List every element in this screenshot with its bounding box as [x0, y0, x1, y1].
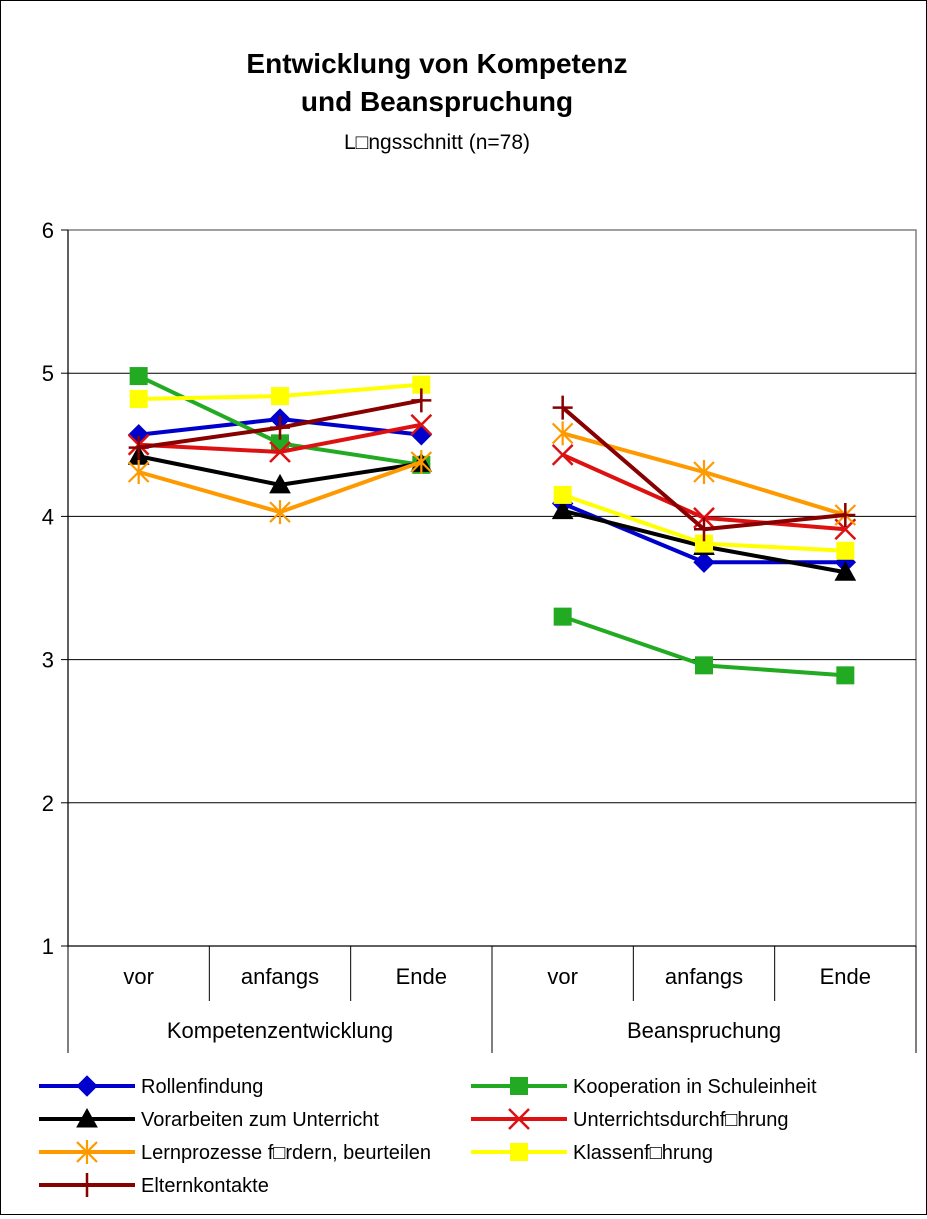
y-tick-label: 3: [42, 648, 54, 673]
legend-item: Lernprozesse f□rdern, beurteilen: [39, 1140, 431, 1164]
x-axis: vor anfangs Ende vor anfangs Ende Kompetenzent…: [67, 945, 917, 1053]
square-marker: [129, 367, 148, 386]
triangle-marker: [551, 499, 574, 520]
series-layer: [127, 367, 857, 685]
square-marker: [695, 656, 713, 675]
x-group-label: Kompetenzentwicklung: [167, 1018, 393, 1043]
triangle-marker: [269, 473, 291, 494]
x-category-label: Ende: [820, 964, 871, 989]
legend-label: Rollenfindung: [141, 1076, 263, 1098]
plot-area: [67, 229, 917, 947]
x-group-label: Beanspruchung: [627, 1018, 781, 1043]
y-tick-label: 4: [42, 504, 54, 529]
x-category-label: anfangs: [241, 964, 319, 989]
chart-title: Entwicklung von Kompetenz: [246, 48, 627, 79]
series-6: [129, 375, 855, 560]
legend-label: Elternkontakte: [141, 1175, 269, 1197]
diamond-marker: [693, 551, 715, 573]
x-category-label: anfangs: [665, 964, 743, 989]
asterisk-marker: [551, 421, 574, 446]
legend-label: Unterrichtsdurchf□hrung: [573, 1109, 789, 1131]
asterisk-marker: [76, 1140, 98, 1164]
x-category-label: vor: [123, 964, 154, 989]
triangle-marker: [76, 1107, 98, 1128]
square-marker: [836, 666, 855, 685]
y-tick-label: 5: [42, 361, 54, 386]
y-tick-label: 6: [42, 218, 54, 243]
square-marker: [553, 485, 572, 504]
plus-marker: [270, 415, 290, 440]
asterisk-marker: [410, 449, 433, 474]
x-marker: [508, 1108, 530, 1130]
asterisk-marker: [127, 460, 150, 485]
legend-label: Vorarbeiten zum Unterricht: [141, 1109, 379, 1131]
x-category-label: Ende: [396, 964, 447, 989]
y-tick-label: 1: [42, 934, 54, 959]
legend-label: Klassenf□hrung: [573, 1142, 713, 1164]
legend-item: Elternkontakte: [39, 1173, 269, 1197]
square-marker: [836, 541, 855, 560]
chart-title-line2: und Beanspruchung: [301, 86, 573, 117]
x-marker: [410, 413, 433, 436]
plot-background: [67, 229, 917, 947]
legend-item: Klassenf□hrung: [471, 1142, 713, 1164]
plus-marker: [835, 502, 856, 527]
legend: Rollenfindung Kooperation in Schuleinheit…: [39, 1075, 817, 1197]
legend-item: Unterrichtsdurchf□hrung: [471, 1108, 789, 1131]
asterisk-marker: [693, 460, 715, 485]
plus-marker: [77, 1173, 97, 1197]
x-category-label: vor: [547, 964, 578, 989]
legend-item: Vorarbeiten zum Unterricht: [39, 1107, 379, 1131]
y-tick-label: 2: [42, 791, 54, 816]
chart-subtitle: L□ngsschnitt (n=78): [344, 131, 530, 154]
legend-item: Rollenfindung: [39, 1075, 263, 1098]
series-7: [128, 388, 856, 542]
square-marker: [510, 1077, 528, 1095]
x-marker: [269, 441, 291, 463]
diamond-marker: [76, 1075, 98, 1097]
square-marker: [129, 389, 148, 408]
legend-item: Kooperation in Schuleinheit: [471, 1076, 817, 1098]
plus-marker: [128, 435, 149, 460]
plus-marker: [411, 388, 432, 413]
plus-marker: [694, 517, 714, 542]
legend-label: Kooperation in Schuleinheit: [573, 1076, 817, 1098]
plus-marker: [552, 395, 573, 420]
triangle-marker: [834, 561, 857, 581]
y-axis: 1 2 3 4 5 6: [42, 218, 69, 959]
asterisk-marker: [269, 500, 291, 525]
legend-label: Lernprozesse f□rdern, beurteilen: [141, 1142, 431, 1164]
square-marker: [510, 1143, 528, 1161]
square-marker: [553, 607, 572, 626]
square-marker: [271, 387, 289, 406]
x-marker: [551, 443, 574, 466]
